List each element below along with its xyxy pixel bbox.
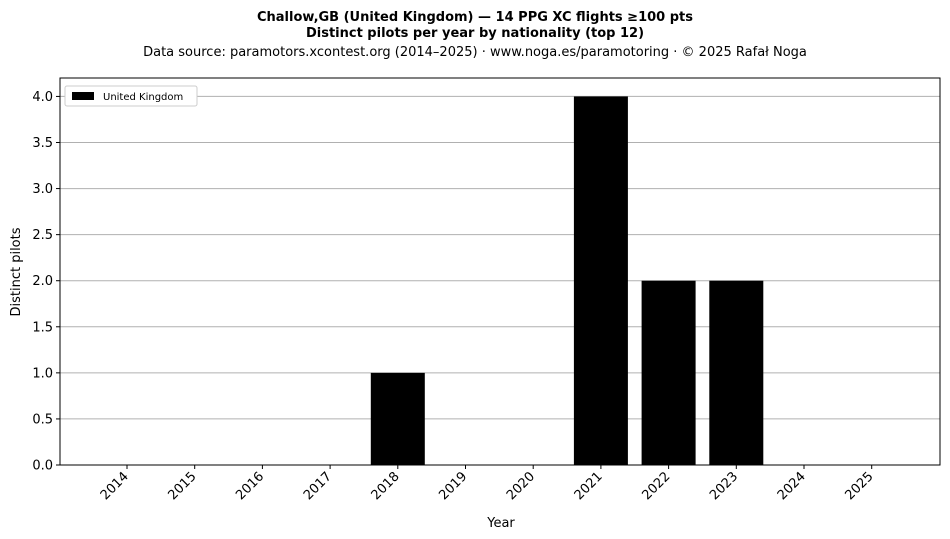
y-tick-label: 3.5 <box>32 136 53 151</box>
y-tick-label: 1.5 <box>32 320 53 335</box>
chart-title-line1: Challow,GB (United Kingdom) — 14 PPG XC … <box>257 10 693 25</box>
x-tick-label: 2015 <box>166 469 200 503</box>
chart-subtitle: Data source: paramotors.xcontest.org (20… <box>143 45 807 60</box>
y-tick-label: 4.0 <box>32 90 53 105</box>
x-tick-label: 2019 <box>436 469 470 503</box>
x-tick-label: 2016 <box>233 469 267 503</box>
bars <box>370 96 764 465</box>
x-axis-ticks: 2014 2015 2016 2017 2018 2019 2020 2021 2022 2023… <box>98 465 877 503</box>
chart-title-line2: Distinct pilots per year by nationality … <box>306 26 644 41</box>
y-tick-label: 0.0 <box>32 459 53 474</box>
bar-2022 <box>641 280 696 465</box>
legend-swatch <box>72 92 94 100</box>
y-tick-label: 2.0 <box>32 274 53 289</box>
legend-label: United Kingdom <box>103 92 183 103</box>
bar-2018 <box>370 372 425 465</box>
plot-frame <box>59 77 941 466</box>
x-tick-label: 2018 <box>369 469 403 503</box>
y-tick-label: 1.0 <box>32 366 53 381</box>
x-tick-label: 2021 <box>572 469 606 503</box>
y-tick-label: 3.0 <box>32 182 53 197</box>
x-tick-label: 2020 <box>504 469 538 503</box>
legend: United Kingdom <box>64 85 198 107</box>
y-axis-ticks: 0.0 0.5 1.0 1.5 2.0 2.5 3.0 3.5 4.0 <box>32 90 60 474</box>
bar-2023 <box>709 280 764 465</box>
x-tick-label: 2025 <box>843 469 877 503</box>
x-axis-label: Year <box>486 516 515 531</box>
x-tick-label: 2017 <box>301 469 335 503</box>
x-tick-label: 2023 <box>707 469 741 503</box>
bar-2021 <box>573 96 628 465</box>
legend-box <box>64 85 198 107</box>
y-tick-label: 2.5 <box>32 228 53 243</box>
x-tick-label: 2014 <box>98 469 132 503</box>
x-tick-label: 2022 <box>639 469 673 503</box>
x-tick-label: 2024 <box>775 469 809 503</box>
y-axis-label: Distinct pilots <box>9 227 24 316</box>
y-tick-label: 0.5 <box>32 412 53 427</box>
y-gridlines <box>60 95 940 466</box>
